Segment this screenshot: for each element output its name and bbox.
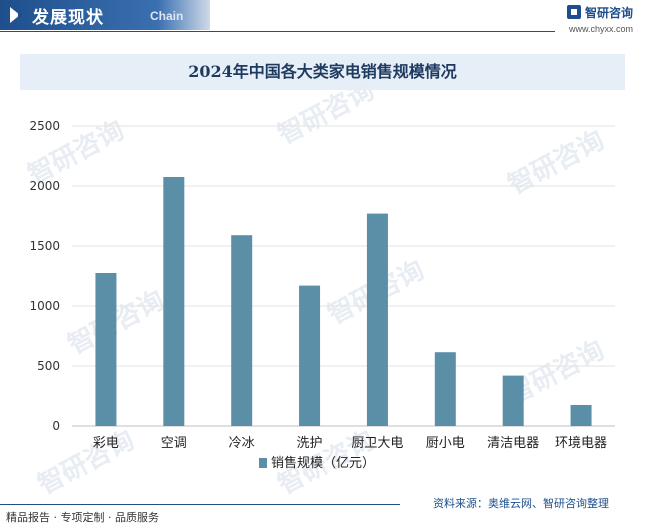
x-tick-label: 厨卫大电	[351, 436, 403, 451]
header: 发展现状 Chain	[0, 0, 647, 36]
bar	[95, 273, 117, 426]
play-icon-inner	[18, 11, 23, 19]
play-icon	[10, 7, 20, 23]
logo-url: www.chyxx.com	[569, 24, 634, 34]
y-tick-label: 2000	[29, 179, 60, 193]
bar	[231, 235, 253, 426]
x-tick-label: 厨小电	[426, 436, 465, 451]
y-tick-label: 1000	[29, 299, 60, 313]
footer-divider	[0, 504, 400, 505]
bar	[366, 213, 388, 426]
bar	[434, 352, 456, 426]
y-tick-label: 500	[37, 359, 60, 373]
watermark-text: 智研咨询	[33, 424, 139, 500]
logo-name: 智研咨询	[585, 6, 634, 20]
watermark-text: 智研咨询	[273, 74, 379, 150]
header-subtitle: Chain	[150, 9, 184, 23]
legend-label: 销售规模（亿元）	[271, 455, 375, 471]
chart-title: 2024年中国各大类家电销售规模情况	[20, 54, 625, 90]
logo-icon	[567, 5, 581, 19]
header-bar	[0, 0, 210, 30]
header-divider	[0, 31, 555, 32]
source-note: 资料来源：奥维云网、智研咨询整理	[433, 497, 609, 510]
header-title: 发展现状	[32, 8, 104, 28]
bar	[163, 177, 185, 426]
x-tick-label: 洗护	[297, 436, 323, 451]
x-tick-label: 清洁电器	[487, 436, 539, 451]
x-tick-label: 环境电器	[555, 436, 607, 451]
y-tick-label: 2500	[29, 119, 60, 133]
brand-logo: 智研咨询 www.chyxx.com	[567, 4, 643, 38]
footer-slogan: 精品报告 · 专项定制 · 品质服务	[6, 511, 159, 524]
watermark-text: 智研咨询	[503, 124, 609, 200]
y-tick-label: 0	[52, 419, 60, 433]
x-tick-label: 冷冰	[229, 436, 255, 451]
bar	[299, 285, 321, 426]
y-tick-label: 1500	[29, 239, 60, 253]
x-tick-label: 彩电	[93, 436, 119, 451]
bar	[570, 405, 592, 426]
bar	[502, 375, 524, 426]
legend-swatch	[259, 458, 267, 468]
x-tick-label: 空调	[161, 436, 187, 451]
